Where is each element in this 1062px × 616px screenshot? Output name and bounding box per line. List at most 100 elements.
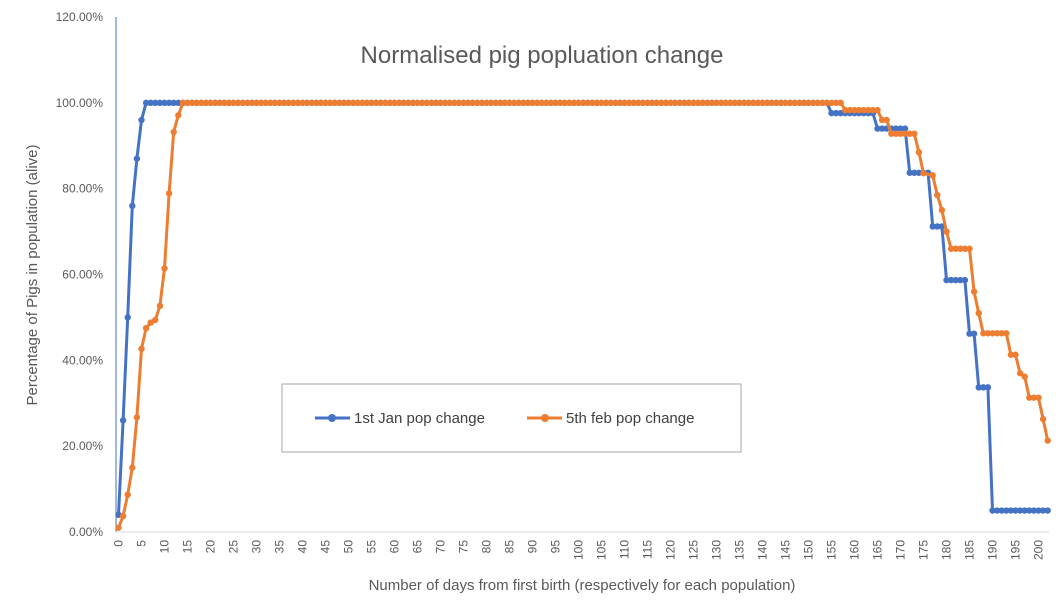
data-point bbox=[897, 125, 904, 132]
series-1 bbox=[115, 99, 1051, 519]
legend-box bbox=[281, 383, 742, 453]
data-point bbox=[980, 330, 987, 337]
x-tick-label: 195 bbox=[1009, 540, 1023, 560]
data-point bbox=[156, 302, 164, 310]
data-point bbox=[129, 202, 136, 210]
y-tick-label: 120.00% bbox=[56, 10, 104, 24]
data-point bbox=[639, 99, 647, 107]
x-tick-label: 0 bbox=[112, 540, 126, 547]
data-point bbox=[768, 99, 775, 107]
x-tick-label: 80 bbox=[480, 540, 494, 554]
data-point bbox=[303, 99, 311, 107]
data-point bbox=[474, 99, 481, 107]
data-point bbox=[851, 106, 858, 114]
data-point bbox=[267, 99, 274, 107]
data-point bbox=[699, 99, 706, 107]
x-tick-label: 125 bbox=[687, 540, 701, 560]
data-point bbox=[405, 99, 412, 107]
x-tick-label: 170 bbox=[894, 540, 908, 560]
data-point bbox=[1003, 330, 1010, 337]
data-point bbox=[865, 106, 872, 114]
data-point bbox=[713, 99, 720, 107]
data-point bbox=[414, 99, 421, 107]
data-point bbox=[1021, 507, 1028, 514]
data-point bbox=[276, 99, 283, 107]
data-point bbox=[441, 99, 449, 107]
data-point bbox=[543, 99, 550, 107]
data-point bbox=[1026, 394, 1033, 401]
data-point bbox=[497, 99, 504, 107]
y-tick-label: 100.00% bbox=[56, 96, 104, 110]
data-point bbox=[855, 106, 863, 114]
data-point bbox=[777, 99, 785, 107]
data-point bbox=[993, 507, 1001, 514]
data-point bbox=[694, 99, 702, 107]
data-point bbox=[409, 99, 417, 107]
data-point bbox=[492, 99, 499, 107]
data-point bbox=[901, 130, 909, 137]
data-point bbox=[782, 99, 789, 107]
data-point bbox=[547, 99, 555, 107]
data-point bbox=[975, 309, 982, 317]
data-point bbox=[970, 330, 978, 337]
x-tick-label: 185 bbox=[963, 540, 977, 560]
data-point bbox=[244, 99, 251, 107]
data-point bbox=[524, 99, 532, 107]
data-point bbox=[984, 330, 992, 337]
data-point bbox=[1026, 507, 1033, 514]
data-point bbox=[934, 191, 941, 199]
x-tick-label: 130 bbox=[710, 540, 724, 560]
data-point bbox=[658, 99, 665, 107]
data-point bbox=[607, 99, 614, 107]
data-point bbox=[119, 417, 127, 424]
data-point bbox=[198, 99, 205, 107]
x-tick-label: 175 bbox=[917, 540, 931, 560]
data-point bbox=[225, 99, 233, 107]
data-point bbox=[115, 524, 122, 531]
data-point bbox=[1039, 415, 1047, 423]
data-point bbox=[989, 330, 996, 337]
data-point bbox=[207, 99, 214, 107]
data-point bbox=[602, 99, 610, 107]
data-point bbox=[1012, 507, 1019, 514]
y-tick-label: 20.00% bbox=[62, 439, 103, 453]
data-point bbox=[993, 330, 1001, 337]
data-point bbox=[142, 324, 150, 332]
data-point bbox=[313, 99, 320, 107]
x-tick-label: 60 bbox=[388, 540, 402, 554]
data-point bbox=[487, 99, 495, 107]
data-point bbox=[510, 99, 518, 107]
legend-marker-series-2 bbox=[541, 414, 549, 422]
data-point bbox=[929, 172, 936, 179]
data-point bbox=[165, 190, 173, 197]
data-point bbox=[1035, 394, 1042, 401]
data-point bbox=[124, 491, 131, 498]
x-tick-label: 65 bbox=[411, 540, 425, 554]
data-point bbox=[828, 109, 835, 117]
x-tick-label: 200 bbox=[1032, 540, 1046, 560]
data-point bbox=[750, 99, 757, 107]
data-point bbox=[635, 99, 642, 107]
legend: 1st Jan pop change 5th feb pop change bbox=[281, 383, 742, 453]
data-point bbox=[612, 99, 619, 107]
data-point bbox=[1035, 507, 1042, 514]
data-point bbox=[308, 99, 315, 107]
data-point bbox=[685, 99, 693, 107]
data-point bbox=[763, 99, 771, 107]
data-point bbox=[317, 99, 325, 107]
data-point bbox=[970, 288, 978, 295]
y-tick-label: 60.00% bbox=[62, 268, 103, 282]
data-point bbox=[911, 169, 918, 176]
chart-title: Normalised pig popluation change bbox=[361, 42, 724, 69]
data-point bbox=[915, 169, 923, 176]
data-point bbox=[745, 99, 752, 107]
data-point bbox=[566, 99, 573, 107]
data-point bbox=[1039, 507, 1047, 514]
data-point bbox=[460, 99, 467, 107]
x-tick-label: 45 bbox=[319, 540, 333, 554]
x-tick-label: 90 bbox=[526, 540, 540, 554]
data-point bbox=[740, 99, 748, 107]
data-point bbox=[754, 99, 762, 107]
data-point bbox=[234, 99, 242, 107]
